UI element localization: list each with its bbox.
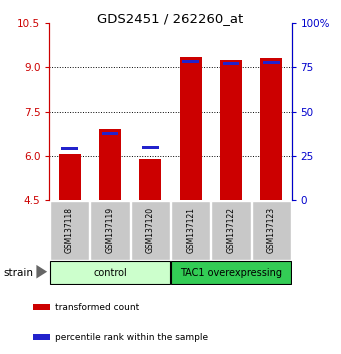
- Text: GSM137122: GSM137122: [226, 207, 236, 253]
- Text: GSM137121: GSM137121: [186, 207, 195, 253]
- Text: GSM137123: GSM137123: [267, 207, 276, 253]
- Text: GDS2451 / 262260_at: GDS2451 / 262260_at: [98, 12, 243, 25]
- Bar: [102, 132, 118, 135]
- Bar: [139, 159, 161, 200]
- Text: GSM137118: GSM137118: [65, 207, 74, 253]
- Bar: [252, 201, 291, 259]
- Text: strain: strain: [3, 268, 33, 278]
- Text: GSM137120: GSM137120: [146, 207, 155, 253]
- Bar: [59, 154, 81, 200]
- Bar: [90, 201, 130, 259]
- Bar: [260, 58, 282, 200]
- Polygon shape: [36, 265, 47, 279]
- Text: GSM137119: GSM137119: [105, 207, 115, 253]
- Bar: [220, 60, 242, 200]
- Text: percentile rank within the sample: percentile rank within the sample: [55, 333, 208, 342]
- Bar: [182, 61, 199, 63]
- Bar: [99, 129, 121, 200]
- Bar: [131, 201, 170, 259]
- Text: transformed count: transformed count: [55, 303, 139, 312]
- Bar: [50, 261, 170, 284]
- Bar: [142, 146, 159, 149]
- Bar: [61, 147, 78, 150]
- Bar: [33, 334, 50, 340]
- Bar: [180, 57, 202, 200]
- Bar: [223, 62, 239, 65]
- Text: TAC1 overexpressing: TAC1 overexpressing: [180, 268, 282, 278]
- Bar: [50, 201, 89, 259]
- Bar: [171, 261, 291, 284]
- Bar: [33, 304, 50, 310]
- Bar: [211, 201, 251, 259]
- Bar: [263, 61, 280, 64]
- Text: control: control: [93, 268, 127, 278]
- Bar: [171, 201, 210, 259]
